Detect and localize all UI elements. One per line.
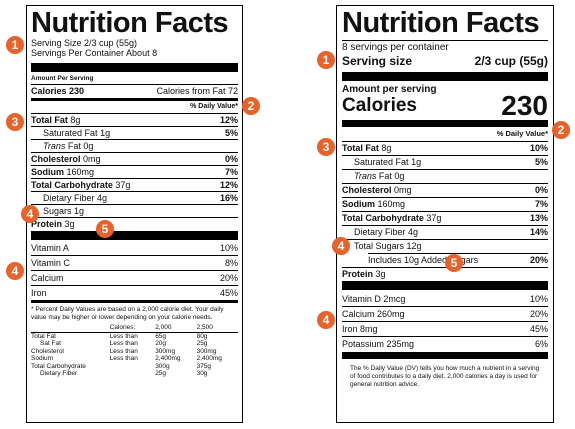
- badge-1-serving: 1: [6, 36, 24, 54]
- nutrient-row-added-sugars: Includes 10g Added Sugars 20%: [368, 253, 548, 265]
- badge-2-daily-value: 2: [242, 97, 260, 115]
- cal-row: Total Fat Less than 65g 80g: [31, 332, 208, 340]
- serving-size-label: Serving size: [342, 54, 413, 68]
- calories: Calories 230: [31, 86, 85, 96]
- nutrient-row: Protein 3g: [31, 218, 238, 240]
- badge-4-limit: 4: [332, 237, 350, 255]
- serving-size-value: 2/3 cup (55g): [474, 54, 548, 68]
- amount-per-serving: Amount per serving: [342, 84, 437, 95]
- nutrient-row: Saturated Fat 1g 5%: [342, 156, 548, 170]
- calories-value: 230: [501, 90, 548, 121]
- nutrient-row: Total Fat 8g 12%: [31, 115, 238, 127]
- calories-from-fat: Calories from Fat 72: [156, 86, 238, 96]
- footnote: * Percent Daily Values are based on a 2,…: [31, 306, 224, 321]
- vitamin-row: Iron 8mg 45%: [342, 322, 548, 337]
- footnote: The % Daily Value (DV) tells you how muc…: [350, 365, 540, 388]
- nutrient-list: Total Fat 8g 12% Saturated Fat 1g 5% Tra…: [31, 114, 238, 240]
- vitamin-row: Vitamin C 8%: [31, 256, 238, 271]
- label-title: Nutrition Facts: [31, 7, 229, 39]
- cal-row: Sat Fat Less than 20g 25g: [40, 340, 208, 347]
- badge-1-serving: 1: [317, 51, 335, 69]
- badge-5-sugars: 5: [96, 220, 114, 238]
- nutrient-row: Total Sugars 12g: [354, 241, 422, 251]
- nutrient-row: Trans Fat 0g: [342, 170, 548, 184]
- badge-5-sugars: 5: [445, 254, 463, 272]
- vitamin-list: Vitamin D 2mcg 10% Calcium 260mg 20% Iron …: [342, 292, 548, 359]
- nutrient-row: Total Carbohydrate 37g 12%: [31, 180, 238, 192]
- cal-row: Dietary Fiber 25g 30g: [40, 370, 208, 377]
- servings-per-container: Servings Per Container About 8: [31, 48, 238, 72]
- calories-label: Calories: [342, 95, 417, 116]
- calorie-reference-table: Calories: 2,000 2,500 Total Fat Less than…: [31, 324, 238, 378]
- nutrient-row: Dietary Fiber 4g 16%: [31, 192, 238, 205]
- serving-size-row: Serving size 2/3 cup (55g): [342, 54, 548, 81]
- nutrient-list: Total Fat 8g 10% Saturated Fat 1g 5% Tra…: [342, 142, 548, 290]
- original-nutrition-label: Nutrition Facts Serving Size 2/3 cup (55…: [26, 5, 243, 423]
- badge-4-vitamins: 4: [6, 262, 24, 280]
- vitamin-row: Vitamin A 10%: [31, 242, 238, 256]
- nutrient-row: Cholesterol 0mg 0%: [31, 154, 238, 166]
- serving-size: Serving Size 2/3 cup (55g): [31, 38, 138, 48]
- new-nutrition-label: Nutrition Facts 8 servings per container…: [336, 5, 554, 423]
- nutrient-row: Sugars 1g: [31, 205, 238, 218]
- vitamin-row: Potassium 235mg 6%: [342, 337, 548, 359]
- nutrient-row: Total Fat 8g 10%: [342, 142, 548, 156]
- vitamin-row: Calcium 260mg 20%: [342, 307, 548, 322]
- dv-header: % Daily Value*: [31, 101, 238, 114]
- badge-4-limit: 4: [21, 205, 39, 223]
- nutrient-row: Dietary Fiber 4g 14%: [342, 226, 548, 240]
- nutrient-row: Trans Fat 0g: [31, 140, 238, 153]
- servings-per-container: 8 servings per container: [342, 42, 449, 53]
- amount-per-serving: Amount Per Serving: [31, 74, 238, 85]
- nutrient-row: Protein 3g: [342, 267, 548, 290]
- vitamin-row: Vitamin D 2mcg 10%: [342, 292, 548, 307]
- cal-row: Sodium Less than 2,400mg 2,400mg: [31, 355, 222, 362]
- cal-row: Cholesterol Less than 300mg 300mg: [31, 347, 217, 355]
- nutrient-row: Cholesterol 0mg 0%: [342, 184, 548, 198]
- nutrient-row: Sodium 160mg 7%: [342, 198, 548, 212]
- label-title: Nutrition Facts: [342, 8, 548, 41]
- badge-3-nutrients: 3: [6, 113, 24, 131]
- vitamin-row: Iron 45%: [31, 286, 238, 303]
- calories-row: Calories 230 Calories from Fat 72: [31, 85, 238, 101]
- dv-header: % Daily Value*: [342, 127, 548, 142]
- nutrient-row: Sodium 160mg 7%: [31, 167, 238, 179]
- badge-2-daily-value: 2: [552, 121, 570, 139]
- nutrient-row: Total Carbohydrate 37g 13%: [342, 212, 548, 226]
- vitamin-list: Vitamin A 10% Vitamin C 8% Calcium 20% Iron…: [31, 242, 238, 303]
- badge-3-nutrients: 3: [317, 138, 335, 156]
- nutrient-row: Saturated Fat 1g 5%: [31, 127, 238, 140]
- cal-header-row: Calories: 2,000 2,500: [31, 324, 238, 333]
- vitamin-row: Calcium 20%: [31, 271, 238, 286]
- badge-4-vitamins: 4: [317, 311, 335, 329]
- cal-row: Total Carbohydrate 300g 375g: [31, 362, 212, 370]
- calories-row: Calories 230: [342, 90, 548, 127]
